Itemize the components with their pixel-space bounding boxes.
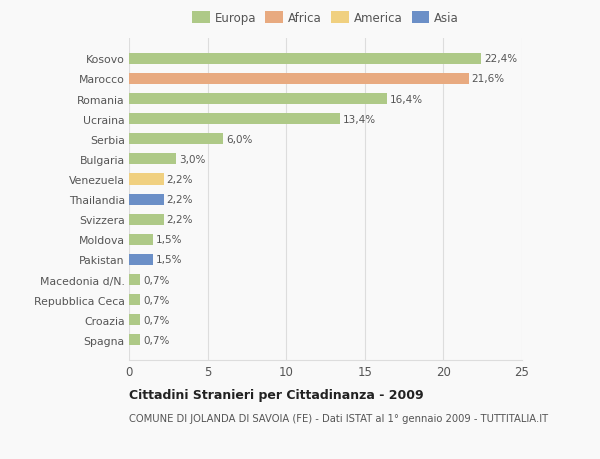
- Bar: [129, 295, 140, 306]
- Text: 1,5%: 1,5%: [156, 235, 182, 245]
- Bar: [129, 134, 223, 145]
- Bar: [129, 314, 140, 325]
- Text: 0,7%: 0,7%: [143, 315, 170, 325]
- Text: COMUNE DI JOLANDA DI SAVOIA (FE) - Dati ISTAT al 1° gennaio 2009 - TUTTITALIA.IT: COMUNE DI JOLANDA DI SAVOIA (FE) - Dati …: [129, 413, 548, 423]
- Bar: [129, 74, 469, 85]
- Bar: [129, 254, 152, 265]
- Bar: [129, 54, 481, 65]
- Text: 13,4%: 13,4%: [343, 114, 376, 124]
- Text: 0,7%: 0,7%: [143, 295, 170, 305]
- Text: 3,0%: 3,0%: [179, 155, 206, 164]
- Bar: [129, 174, 164, 185]
- Bar: [129, 114, 340, 125]
- Bar: [129, 194, 164, 205]
- Text: 0,7%: 0,7%: [143, 335, 170, 345]
- Text: 1,5%: 1,5%: [156, 255, 182, 265]
- Text: 22,4%: 22,4%: [484, 54, 517, 64]
- Legend: Europa, Africa, America, Asia: Europa, Africa, America, Asia: [190, 10, 461, 27]
- Text: 2,2%: 2,2%: [167, 195, 193, 205]
- Text: Cittadini Stranieri per Cittadinanza - 2009: Cittadini Stranieri per Cittadinanza - 2…: [129, 388, 424, 401]
- Bar: [129, 335, 140, 346]
- Text: 6,0%: 6,0%: [226, 134, 253, 145]
- Text: 2,2%: 2,2%: [167, 174, 193, 185]
- Bar: [129, 154, 176, 165]
- Bar: [129, 234, 152, 246]
- Bar: [129, 94, 387, 105]
- Text: 21,6%: 21,6%: [472, 74, 505, 84]
- Text: 0,7%: 0,7%: [143, 275, 170, 285]
- Text: 16,4%: 16,4%: [390, 94, 423, 104]
- Text: 2,2%: 2,2%: [167, 215, 193, 225]
- Bar: [129, 274, 140, 285]
- Bar: [129, 214, 164, 225]
